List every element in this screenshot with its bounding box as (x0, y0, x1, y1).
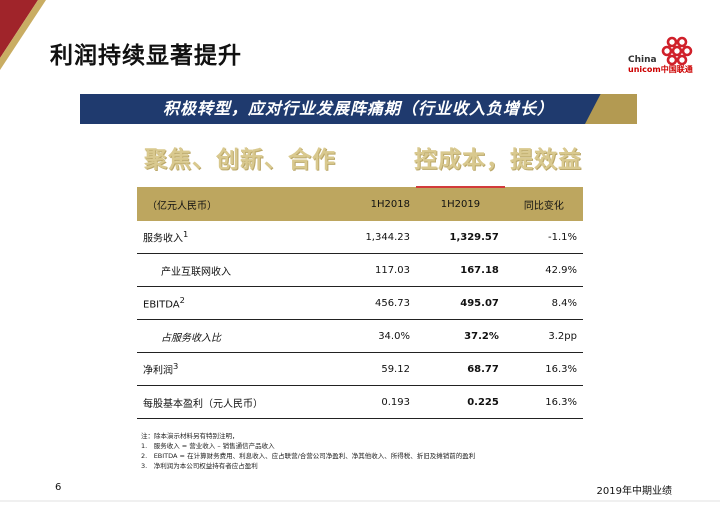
table-row: 净利润3 59.12 68.77 16.3% (137, 352, 583, 386)
row-label-text: 每股基本盈利（元人民币） (143, 398, 263, 410)
footnote-line: 2. EBITDA = 在计算财务费用、利息收入、应占联营/合营公司净盈利、净其… (141, 452, 476, 460)
value-change: 42.9% (504, 253, 583, 287)
page-number: 6 (55, 482, 62, 493)
financial-table: （亿元人民币） 1H2018 1H2019 同比变化 服务收入1 1,344.2… (137, 186, 583, 419)
footnote-marker: 3 (173, 361, 179, 372)
focus-left-slogan: 聚焦、创新、合作 (144, 147, 336, 173)
value-1h2019: 68.77 (415, 352, 505, 386)
value-1h2019: 495.07 (415, 286, 505, 320)
table-row: EBITDA2 456.73 495.07 8.4% (137, 286, 583, 320)
footnotes: 注：除本演示材料另有特别注明， 1. 服务收入 = 营业收入 – 销售通信产品收… (141, 431, 475, 471)
row-label: 每股基本盈利（元人民币） (137, 385, 328, 419)
footnote-marker: 1 (183, 229, 189, 240)
footnote-line: 1. 服务收入 = 营业收入 – 销售通信产品收入 (141, 442, 275, 450)
header-1h2018: 1H2018 (327, 187, 416, 221)
logo-line-2: unicom中国联通 (628, 65, 693, 74)
footer-label: 2019年中期业绩 (596, 486, 672, 497)
value-1h2018: 117.03 (327, 253, 416, 287)
row-label: EBITDA2 (137, 286, 328, 320)
strategy-banner: 积极转型，应对行业发展阵痛期（行业收入负增长） (80, 94, 637, 124)
value-1h2019: 1,329.57 (415, 221, 505, 254)
row-label: 净利润3 (137, 352, 328, 386)
row-label: 服务收入1 (137, 221, 328, 254)
value-change: 16.3% (504, 352, 583, 386)
corner-decoration (0, 0, 46, 70)
row-label-text: 服务收入 (143, 233, 183, 245)
row-label-text: 净利润 (143, 365, 173, 377)
header-yoy-change: 同比变化 (504, 187, 583, 221)
footer-divider (0, 500, 720, 502)
logo-line-1: China (628, 55, 657, 65)
footnote-line: 注：除本演示材料另有特别注明， (141, 432, 239, 440)
value-1h2018: 1,344.23 (327, 221, 416, 254)
value-1h2019: 37.2% (415, 319, 505, 353)
header-unit: （亿元人民币） (137, 187, 328, 221)
row-label: 占服务收入比 (137, 319, 328, 353)
table-header-row: （亿元人民币） 1H2018 1H2019 同比变化 (137, 186, 583, 221)
page-title: 利润持续显著提升 (50, 43, 242, 69)
china-unicom-logo-icon (661, 36, 693, 66)
row-label-text: 产业互联网收入 (161, 266, 231, 278)
row-label-text: 占服务收入比 (161, 332, 221, 344)
logo-text: China unicom中国联通 (628, 55, 693, 75)
value-1h2019: 0.225 (415, 385, 505, 419)
value-1h2018: 0.193 (327, 385, 416, 419)
table-row: 产业互联网收入 117.03 167.18 42.9% (137, 253, 583, 287)
value-1h2018: 456.73 (327, 286, 416, 320)
focus-right-slogan: 控成本，提效益 (414, 147, 582, 173)
table-row: 每股基本盈利（元人民币） 0.193 0.225 16.3% (137, 385, 583, 419)
value-change: 16.3% (504, 385, 583, 419)
table-row: 服务收入1 1,344.23 1,329.57 -1.1% (137, 221, 583, 254)
value-change: 3.2pp (504, 319, 583, 353)
value-1h2019: 167.18 (415, 253, 505, 287)
value-change: 8.4% (504, 286, 583, 320)
value-1h2018: 34.0% (327, 319, 416, 353)
row-label: 产业互联网收入 (137, 253, 328, 287)
footnote-line: 3. 净利润为本公司权益持有者应占盈利 (141, 462, 258, 470)
value-1h2018: 59.12 (327, 352, 416, 386)
footnote-marker: 2 (179, 295, 185, 306)
row-label-text: EBITDA (143, 299, 180, 311)
banner-text: 积极转型，应对行业发展阵痛期（行业收入负增长） (162, 99, 554, 118)
header-1h2019: 1H2019 (415, 186, 505, 221)
value-change: -1.1% (504, 221, 583, 254)
table-row: 占服务收入比 34.0% 37.2% 3.2pp (137, 319, 583, 353)
